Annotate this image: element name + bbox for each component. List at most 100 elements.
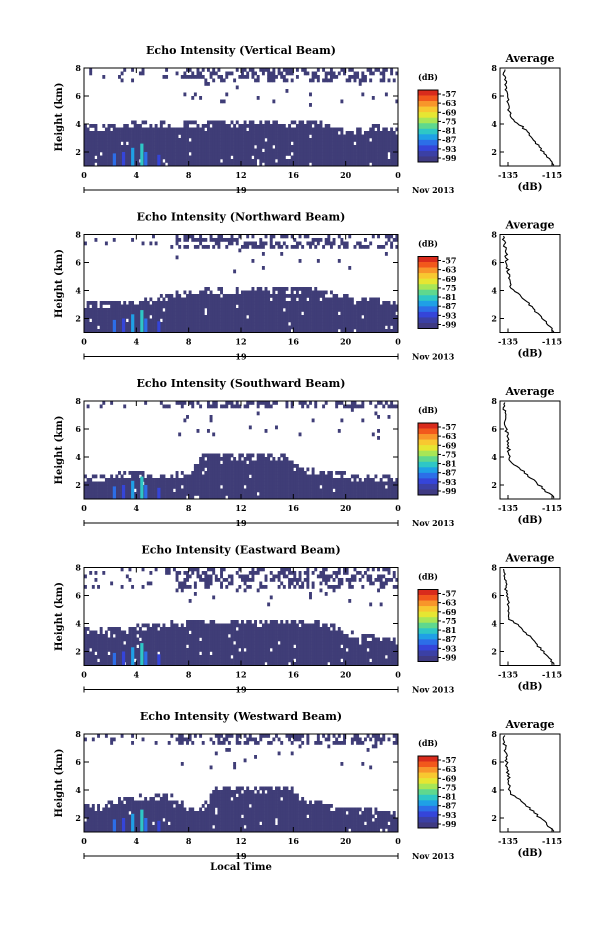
heatmap-cell [121,634,124,638]
heatmap-cell [348,138,351,142]
heatmap-cell [155,135,158,139]
heatmap-cell [312,475,315,479]
heatmap-cell [225,478,228,482]
heatmap-cell [338,326,341,330]
heatmap-cell [275,322,278,326]
heatmap-cell [372,322,375,326]
heatmap-cell [367,492,370,496]
heatmap-cell [367,131,370,135]
heatmap-cell [393,159,396,163]
heatmap-cell [204,585,207,589]
heatmap-cell [241,475,244,479]
heatmap-cell [338,142,341,146]
heatmap-cell [267,401,270,405]
heatmap-cell [183,142,186,146]
heatmap-cell [306,142,309,146]
heatmap-cell [369,305,372,309]
colorbar-swatch [418,312,438,318]
heatmap-cell [270,124,273,128]
heatmap-cell [100,138,103,142]
heatmap-cell [325,149,328,153]
heatmap-cell [309,489,312,493]
heatmap-cell [388,131,391,135]
heatmap-cell [304,482,307,486]
heatmap-cell [118,312,121,316]
heatmap-cell [262,475,265,479]
heatmap-cell [225,475,228,479]
heatmap-cell [296,482,299,486]
heatmap-cell [317,152,320,156]
heatmap-cell [325,312,328,316]
heatmap-cell [181,128,184,132]
heatmap-cell [170,482,173,486]
heatmap-cell [346,312,349,316]
heatmap-cell [335,322,338,326]
heatmap-cell [197,659,200,663]
heatmap-cell [351,405,354,409]
heatmap-cell [160,308,163,312]
heatmap-cell [309,482,312,486]
heatmap-cell [299,128,302,132]
heatmap-cell [241,454,244,458]
heatmap-cell [92,641,95,645]
heatmap-cell [108,319,111,323]
heatmap-cell [128,159,131,163]
heatmap-cell [163,475,166,479]
heatmap-cell [335,145,338,149]
heatmap-cell [259,478,262,482]
heatmap-cell [215,471,218,475]
heatmap-cell [356,72,359,76]
heatmap-cell [306,308,309,312]
heatmap-cell [291,138,294,142]
heatmap-cell [212,322,215,326]
heatmap-cell [259,131,262,135]
heatmap-cell [100,142,103,146]
heatmap-cell [223,156,226,160]
heatmap-cell [320,471,323,475]
heatmap-cell [199,315,202,319]
heatmap-cell [223,142,226,146]
heatmap-cell [223,454,226,458]
heatmap-cell [131,308,134,312]
heatmap-cell [301,135,304,139]
heatmap-cell [364,301,367,305]
heatmap-cell [306,138,309,142]
heatmap-cell [134,475,137,479]
heatmap-cell [108,128,111,132]
heatmap-cell [115,475,118,479]
heatmap-cell [131,627,134,631]
heatmap-cell [340,242,343,246]
heatmap-cell [244,475,247,479]
heatmap-cell [189,641,192,645]
heatmap-cell [322,471,325,475]
heatmap-cell [168,308,171,312]
heatmap-cell [176,631,179,635]
heatmap-cell [304,294,307,298]
heatmap-cell [110,401,113,405]
heatmap-cell [89,571,92,575]
heatmap-cell [92,638,95,642]
heatmap-cell [249,152,252,156]
heatmap-cell [231,238,234,242]
heatmap-cell [108,641,111,645]
heatmap-cell [191,659,194,663]
heatmap-cell [285,149,288,153]
heatmap-cell [113,641,116,645]
heatmap-cell [134,128,137,132]
heatmap-cell [393,142,396,146]
heatmap-cell [380,149,383,153]
heatmap-cell [212,475,215,479]
colorbar-swatch [418,284,438,290]
heatmap-cell [254,79,257,83]
heatmap-cell [335,482,338,486]
heatmap-cell [335,75,338,79]
heatmap-cell [259,326,262,330]
heatmap-cell [254,135,257,139]
heatmap-cell [262,291,265,295]
heatmap-cell [204,645,207,649]
heatmap-cell [278,312,281,316]
heatmap-cell [220,75,223,79]
heatmap-cell [100,326,103,330]
heatmap-cell [238,485,241,489]
heatmap-cell [285,305,288,309]
